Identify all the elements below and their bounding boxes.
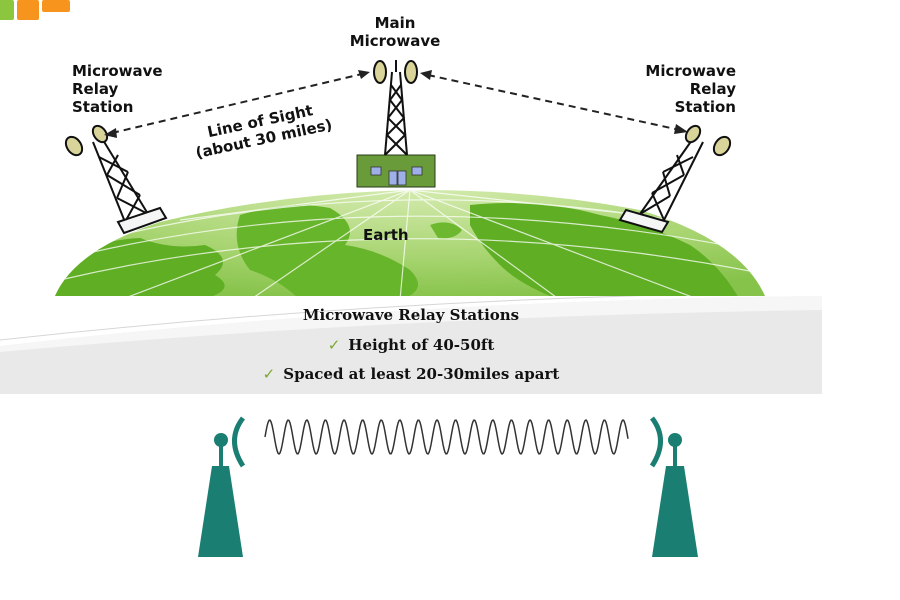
- label-main-line2: Microwave: [349, 32, 441, 50]
- label-main-microwave: Main Microwave: [330, 14, 460, 50]
- arrowhead-right-main: [420, 70, 432, 80]
- left-antenna-tower: [198, 466, 243, 557]
- right-antenna-tip: [668, 433, 682, 447]
- bullet-text-height: Height of 40-50ft: [348, 336, 495, 354]
- left-relay-tower: [92, 139, 149, 223]
- logo: [0, 0, 70, 20]
- text-band: [0, 296, 822, 394]
- label-relay-right-line1: Microwave: [645, 62, 736, 80]
- continent-center: [236, 205, 418, 296]
- microwave-signal-wave: [264, 418, 629, 456]
- left-relay-dishes: [64, 124, 109, 157]
- right-relay-dishes: [684, 124, 732, 157]
- arrowhead-right-relay: [674, 124, 688, 134]
- relay-diagram: [55, 60, 765, 296]
- continent-left: [55, 238, 225, 296]
- main-tower-dishes: [373, 60, 418, 84]
- label-relay-left-line2: Relay: [72, 80, 119, 98]
- left-relay-base: [116, 206, 168, 235]
- line-of-sight-right: [427, 74, 681, 131]
- left-antenna-tip: [214, 433, 228, 447]
- logo-square-orange: [17, 0, 39, 20]
- check-icon: ✓: [262, 365, 276, 383]
- arrowhead-left-relay: [104, 128, 117, 138]
- antenna-wave-diagram: [198, 416, 698, 557]
- right-antenna-tower: [652, 466, 698, 557]
- left-antenna-signal-arc: [232, 416, 246, 468]
- main-tower: [384, 60, 408, 156]
- label-relay-right: Microwave Relay Station: [596, 62, 736, 116]
- right-antenna-signal-arc: [649, 416, 663, 468]
- label-relay-right-line2: Relay: [689, 80, 736, 98]
- main-tower-building: [356, 154, 436, 188]
- bullet-text-spacing: Spaced at least 20-30miles apart: [283, 365, 560, 383]
- logo-square-green: [0, 0, 14, 20]
- label-main-line1: Main: [374, 14, 416, 32]
- right-relay-tower: [639, 139, 704, 221]
- label-relay-left: Microwave Relay Station: [72, 62, 163, 116]
- logo-square-orange-small: [42, 0, 70, 12]
- check-icon: ✓: [327, 336, 341, 354]
- label-relay-left-line1: Microwave: [72, 62, 163, 80]
- label-earth: Earth: [363, 226, 409, 244]
- bullet-item-spacing: ✓ Spaced at least 20-30miles apart: [0, 365, 822, 383]
- label-relay-left-line3: Station: [72, 98, 134, 116]
- bullet-item-height: ✓ Height of 40-50ft: [0, 336, 822, 354]
- continent-right: [470, 203, 740, 296]
- right-relay-base: [618, 208, 670, 234]
- arrowhead-left-main: [358, 70, 370, 79]
- line-of-sight-left: [111, 73, 363, 134]
- text-box-heading: Microwave Relay Stations: [302, 306, 520, 324]
- island: [430, 222, 462, 239]
- label-relay-right-line3: Station: [674, 98, 736, 116]
